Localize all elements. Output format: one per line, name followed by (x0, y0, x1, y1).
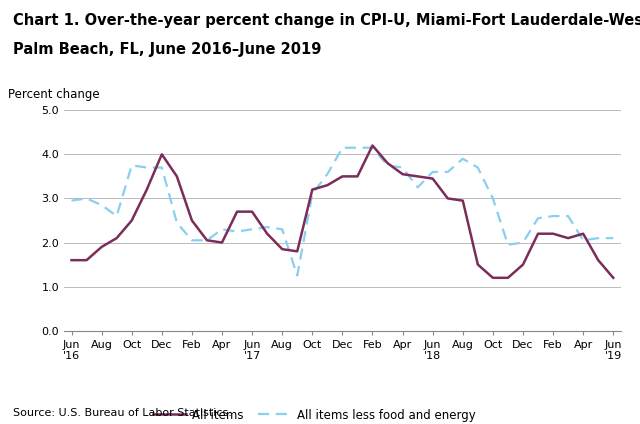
Legend: All items, All items less food and energy: All items, All items less food and energ… (147, 403, 482, 424)
All items (263, 231, 271, 236)
All items (278, 247, 286, 252)
All items less food and energy (609, 236, 617, 241)
Line: All items: All items (72, 145, 613, 278)
All items (248, 209, 256, 214)
All items less food and energy (218, 227, 226, 232)
All items less food and energy (399, 165, 406, 170)
All items less food and energy (369, 145, 376, 150)
All items less food and energy (323, 172, 331, 177)
All items less food and energy (233, 229, 241, 234)
All items less food and energy (128, 163, 136, 168)
All items (354, 174, 362, 179)
All items (595, 258, 602, 263)
All items less food and energy (98, 203, 106, 208)
Text: Chart 1. Over-the-year percent change in CPI-U, Miami-Fort Lauderdale-West: Chart 1. Over-the-year percent change in… (13, 13, 640, 28)
All items (293, 249, 301, 254)
All items less food and energy (188, 238, 196, 243)
All items less food and energy (595, 236, 602, 241)
All items (173, 174, 180, 179)
All items less food and energy (534, 216, 542, 221)
All items (188, 218, 196, 223)
All items less food and energy (564, 214, 572, 219)
Text: Palm Beach, FL, June 2016–June 2019: Palm Beach, FL, June 2016–June 2019 (13, 42, 321, 57)
All items (158, 152, 166, 157)
All items (218, 240, 226, 245)
All items less food and energy (278, 227, 286, 232)
All items less food and energy (173, 220, 180, 225)
All items (429, 176, 436, 181)
Text: Source: U.S. Bureau of Labor Statistics.: Source: U.S. Bureau of Labor Statistics. (13, 407, 232, 418)
All items (549, 231, 557, 236)
All items less food and energy (489, 196, 497, 201)
All items (203, 238, 211, 243)
All items less food and energy (293, 273, 301, 278)
All items (399, 172, 406, 177)
All items (323, 183, 331, 188)
All items less food and energy (83, 196, 90, 201)
All items (459, 198, 467, 203)
All items (474, 262, 482, 267)
All items (233, 209, 241, 214)
All items (444, 196, 452, 201)
All items (113, 236, 120, 241)
All items (609, 275, 617, 280)
All items less food and energy (459, 156, 467, 161)
All items (504, 275, 512, 280)
All items less food and energy (474, 165, 482, 170)
All items less food and energy (308, 192, 316, 197)
All items less food and energy (384, 163, 392, 168)
All items (489, 275, 497, 280)
All items less food and energy (203, 238, 211, 243)
All items (68, 258, 76, 263)
All items less food and energy (579, 238, 587, 243)
All items less food and energy (519, 240, 527, 245)
All items (564, 236, 572, 241)
All items less food and energy (414, 185, 422, 190)
All items less food and energy (339, 145, 346, 150)
All items (339, 174, 346, 179)
All items less food and energy (263, 225, 271, 230)
All items less food and energy (113, 214, 120, 219)
All items less food and energy (143, 165, 150, 170)
All items less food and energy (248, 227, 256, 232)
All items (143, 187, 150, 192)
All items (308, 187, 316, 192)
All items (384, 161, 392, 166)
All items less food and energy (444, 170, 452, 175)
All items (414, 174, 422, 179)
All items (98, 244, 106, 249)
All items (519, 262, 527, 267)
Line: All items less food and energy: All items less food and energy (72, 148, 613, 276)
All items (369, 143, 376, 148)
All items less food and energy (429, 170, 436, 175)
All items less food and energy (68, 198, 76, 203)
Text: Percent change: Percent change (8, 89, 100, 101)
All items (534, 231, 542, 236)
All items less food and energy (504, 242, 512, 247)
All items (128, 218, 136, 223)
All items less food and energy (354, 145, 362, 150)
All items (83, 258, 90, 263)
All items (579, 231, 587, 236)
All items less food and energy (158, 165, 166, 170)
All items less food and energy (549, 214, 557, 219)
